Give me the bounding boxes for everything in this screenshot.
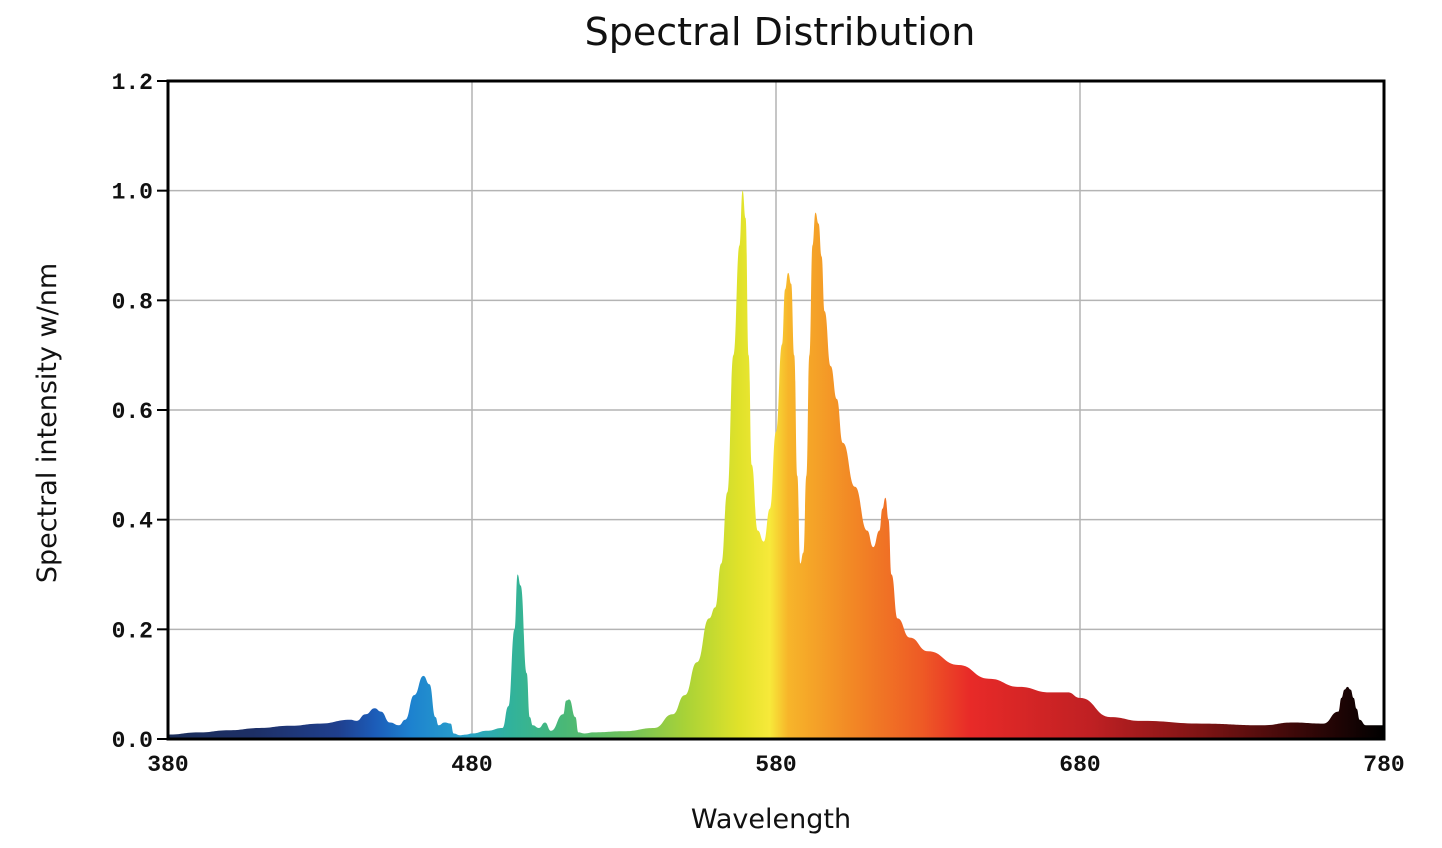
y-tick-label-1.0: 1.0 xyxy=(112,180,153,206)
x-tick-label-480: 480 xyxy=(451,752,492,778)
axis-ticks xyxy=(157,80,168,740)
y-tick-label-0.0: 0.0 xyxy=(112,728,153,754)
x-axis-title: Wavelength xyxy=(691,804,851,835)
y-tick-label-0.4: 0.4 xyxy=(112,509,154,535)
y-axis-title: Spectral intensity w/nm xyxy=(32,263,63,583)
x-tick-labels: 380 480 580 680 780 xyxy=(147,752,1404,778)
x-tick-label-580: 580 xyxy=(755,752,796,778)
y-tick-labels: 0.0 0.2 0.4 0.6 0.8 1.0 1.2 xyxy=(112,70,154,754)
x-tick-label-680: 680 xyxy=(1059,752,1100,778)
x-tick-label-380: 380 xyxy=(147,752,188,778)
x-tick-label-780: 780 xyxy=(1363,752,1404,778)
y-tick-label-1.2: 1.2 xyxy=(112,70,153,96)
y-tick-label-0.2: 0.2 xyxy=(112,618,153,644)
spectrum-area xyxy=(168,190,1384,739)
y-tick-label-0.6: 0.6 xyxy=(112,399,153,425)
spectrum-area-path xyxy=(168,190,1384,739)
chart-title: Spectral Distribution xyxy=(585,10,976,54)
y-tick-label-0.8: 0.8 xyxy=(112,289,153,315)
